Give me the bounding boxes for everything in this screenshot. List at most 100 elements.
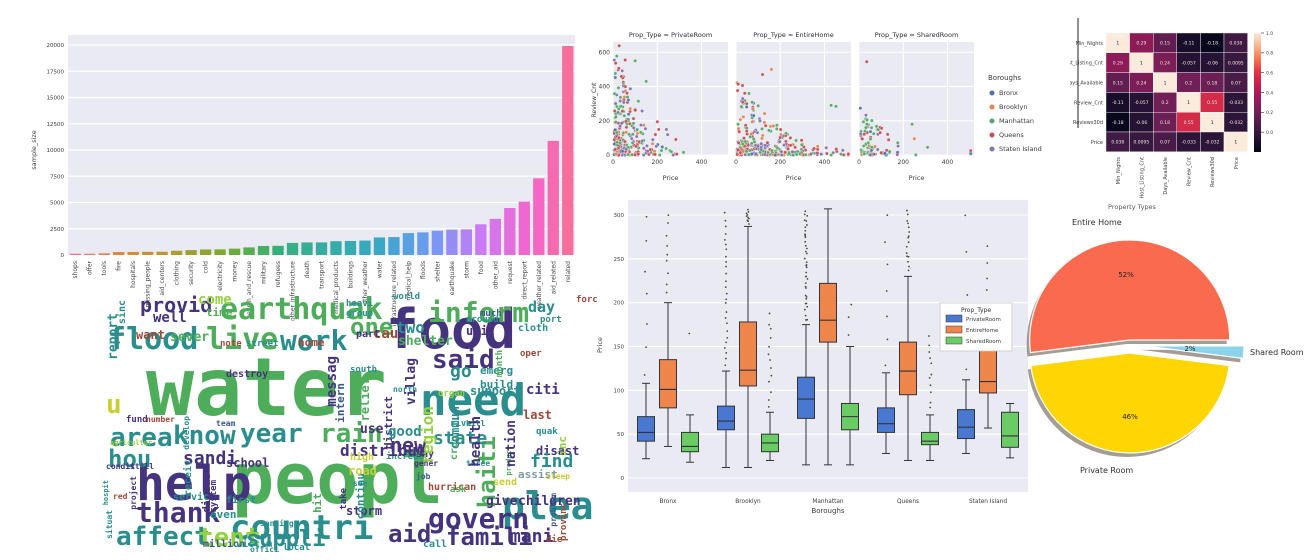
- scatter-point: [791, 153, 796, 157]
- box-y-tick: 250: [614, 257, 625, 263]
- outlier: [805, 264, 808, 266]
- scatter-point: [612, 109, 617, 113]
- outlier: [725, 311, 728, 313]
- scatter-point: [784, 131, 788, 136]
- scatter-x-tick: 400: [819, 159, 831, 166]
- outlier: [907, 235, 910, 238]
- scatter-point: [861, 144, 866, 148]
- scatter-point: [756, 144, 760, 149]
- word-number: number: [146, 415, 175, 424]
- outlier: [723, 211, 726, 214]
- box-legend-swatch-EntireHome: [945, 325, 963, 334]
- word-offici: offici: [250, 545, 279, 554]
- bar-money: [228, 248, 241, 255]
- bar-x-tick: search_and_rescue: [246, 261, 253, 318]
- bar-x-tick: fire: [116, 261, 123, 271]
- word-around: around: [466, 315, 499, 325]
- price-box-plot: 0 50 100 150 200 250 300 Bronx Brooklyn Manhattan…: [596, 200, 1028, 515]
- scatter-point: [664, 146, 668, 151]
- word-year: year: [240, 419, 303, 449]
- outlier: [985, 289, 988, 291]
- outlier: [908, 231, 911, 233]
- scatter-point: [869, 148, 874, 153]
- scatter-point: [763, 123, 768, 128]
- scatter-point: [755, 130, 760, 135]
- scatter-point: [790, 149, 795, 154]
- scatter-point: [767, 128, 771, 133]
- bar-x-tick: shelter: [434, 260, 441, 281]
- word-unit: unit: [466, 324, 495, 338]
- outlier: [725, 341, 728, 344]
- word-inc: inc: [556, 436, 569, 456]
- heatmap-col-label: Days_Available: [1163, 157, 1169, 195]
- scatter-point: [874, 124, 879, 129]
- scatter-point: [779, 149, 784, 154]
- word-intern: intern: [334, 383, 347, 423]
- word-mani: mani: [510, 526, 554, 547]
- scatter-point: [778, 127, 783, 132]
- bar-x-tick: refugees: [275, 261, 282, 287]
- outlier: [886, 214, 889, 217]
- scatter-point: [613, 120, 618, 124]
- scatter-point: [645, 144, 649, 148]
- word-sever: sever: [170, 330, 210, 345]
- bar-refugees: [272, 245, 284, 255]
- scatter-x-axis-label: Price: [663, 174, 679, 182]
- scatter-point: [640, 109, 644, 113]
- scatter-point: [612, 142, 617, 146]
- outlier: [965, 250, 968, 253]
- box-x-tick: Manhattan: [812, 499, 844, 505]
- scatter-point: [762, 120, 767, 125]
- scatter-point: [777, 139, 782, 144]
- word-santiago: santiago: [260, 519, 299, 528]
- bar-x-tick: direct_report: [521, 260, 528, 299]
- bar-x-tick: tools: [101, 261, 108, 276]
- outlier: [929, 406, 932, 409]
- outlier: [929, 384, 932, 387]
- box-x-tick: Staten Island: [969, 499, 1007, 505]
- outlier: [747, 211, 750, 213]
- outlier: [930, 362, 933, 365]
- word-report: report: [106, 313, 121, 360]
- outlier: [804, 285, 807, 288]
- outlier: [929, 401, 932, 404]
- outlier: [906, 209, 908, 212]
- word-still: still: [130, 462, 155, 471]
- word-part: part: [356, 329, 381, 340]
- heatmap-value: 1: [1140, 61, 1143, 67]
- scatter-point: [863, 129, 867, 133]
- word-area: area: [110, 423, 173, 453]
- scatter-point: [756, 103, 761, 108]
- outlier: [907, 241, 910, 244]
- bar-y-tick: 12500: [47, 122, 65, 128]
- heatmap-value: 1: [1187, 100, 1190, 106]
- outlier: [769, 337, 772, 339]
- outlier: [725, 280, 727, 283]
- scatter-point: [744, 129, 749, 134]
- word-citi: citi: [526, 382, 560, 398]
- bar-x-tick: shops: [72, 261, 79, 279]
- scatter-point: [873, 144, 877, 149]
- scatter-panel: [736, 42, 851, 155]
- scatter-point: [618, 104, 623, 109]
- word-help: help: [136, 456, 252, 512]
- scatter-point: [760, 126, 764, 131]
- scatter-point: [750, 119, 755, 124]
- box-x-tick: Bronx: [660, 499, 677, 505]
- word-provinc: provinc: [559, 503, 569, 541]
- word-time: time: [206, 306, 233, 319]
- scatter-x-tick: 200: [898, 159, 910, 166]
- scatter-point: [740, 100, 745, 104]
- outlier: [665, 234, 668, 237]
- outlier: [769, 359, 771, 361]
- scatter-point: [628, 106, 633, 111]
- word-govern: govern: [428, 502, 530, 535]
- outlier: [806, 318, 809, 321]
- scatter-x-tick: 0: [734, 159, 738, 166]
- boxplot-y-axis-label: Price: [596, 337, 604, 353]
- scatter-point: [621, 131, 626, 135]
- word-come: come: [198, 292, 232, 308]
- scatter-point: [674, 152, 679, 157]
- outlier: [805, 297, 808, 300]
- scatter-point: [737, 129, 742, 134]
